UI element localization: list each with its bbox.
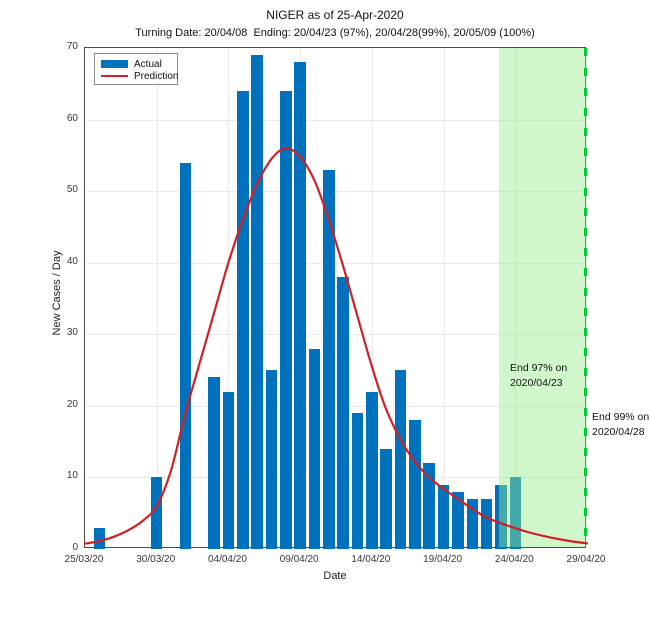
actual-bar-21-04-20 — [466, 498, 478, 549]
x-tick-09-04-20: 09/04/20 — [279, 554, 319, 565]
y-tick-0: 0 — [72, 542, 78, 553]
actual-bar-08-04-20 — [280, 90, 292, 549]
actual-bar-10-04-20 — [308, 348, 321, 549]
v-gridline-14-04-20 — [371, 48, 373, 547]
h-gridline-20 — [85, 405, 585, 407]
end99-dashed-line — [584, 48, 587, 547]
x-tick-24-04-20: 24/04/20 — [494, 554, 534, 565]
chart-title: NIGER as of 25-Apr-2020 — [266, 8, 404, 22]
actual-bar-06-04-20 — [251, 55, 263, 549]
y-tick-60: 60 — [66, 112, 78, 124]
actual-bar-11-04-20 — [323, 169, 335, 549]
h-gridline-50 — [85, 191, 585, 193]
x-tick-29-04-20: 29/04/20 — [566, 554, 606, 565]
h-gridline-30 — [85, 334, 585, 336]
x-tick-30-03-20: 30/03/20 — [136, 554, 176, 565]
v-gridline-24-04-20 — [515, 48, 517, 547]
actual-bar-04-04-20 — [222, 391, 235, 549]
actual-bar-01-04-20 — [179, 162, 192, 549]
y-tick-20: 20 — [66, 398, 78, 410]
actual-bar-15-04-20 — [380, 448, 392, 549]
v-gridline-30-03-20 — [156, 48, 158, 547]
h-gridline-10 — [85, 477, 585, 479]
legend-prediction-label: Prediction — [134, 70, 179, 82]
y-tick-70: 70 — [66, 41, 78, 52]
legend-actual-bar-swatch — [101, 60, 128, 68]
legend-item-actual: Actual — [101, 58, 177, 70]
annotation-end97-line1: End 97% on — [510, 362, 568, 374]
legend-prediction-line-swatch — [101, 75, 128, 77]
actual-bar-03-04-20 — [208, 377, 220, 549]
actual-bar-19-04-20 — [437, 484, 450, 549]
annotation-end99-line2: 2020/04/28 — [592, 426, 645, 438]
actual-bar-30-03-20 — [150, 477, 163, 549]
actual-bar-18-04-20 — [423, 463, 435, 549]
v-gridline-04-04-20 — [228, 48, 230, 547]
x-tick-25-03-20: 25/03/20 — [64, 554, 104, 565]
actual-bar-14-04-20 — [366, 391, 378, 549]
legend-actual-label: Actual — [134, 58, 162, 70]
actual-bar-20-04-20 — [452, 491, 464, 549]
y-tick-50: 50 — [66, 184, 78, 196]
chart-subtitle: Turning Date: 20/04/08 Ending: 20/04/23 … — [135, 27, 535, 39]
actual-bar-23-04-20 — [495, 484, 507, 549]
plot-area: End 97% on 2020/04/23 — [83, 47, 589, 549]
annotation-end97-line2: 2020/04/23 — [510, 377, 563, 389]
actual-bar-09-04-20 — [294, 62, 306, 549]
actual-bar-07-04-20 — [265, 370, 278, 549]
x-tick-19-04-20: 19/04/20 — [423, 554, 463, 565]
legend-item-prediction: Prediction — [101, 70, 179, 82]
legend: Actual Prediction — [94, 53, 178, 85]
h-gridline-60 — [85, 119, 585, 121]
annotation-end99: End 99% on 2020/04/28 — [592, 410, 649, 440]
actual-bar-12-04-20 — [337, 277, 349, 549]
annotation-end99-line1: End 99% on — [592, 411, 650, 423]
actual-bar-24-04-20 — [509, 477, 522, 549]
x-axis-label: Date — [323, 570, 347, 582]
actual-bar-13-04-20 — [351, 413, 364, 549]
prediction-curve — [83, 147, 589, 545]
x-tick-14-04-20: 14/04/20 — [351, 554, 391, 565]
annotation-end97: End 97% on 2020/04/23 — [510, 361, 567, 391]
actual-bar-26-03-20 — [93, 527, 106, 549]
actual-bar-16-04-20 — [394, 370, 407, 549]
y-tick-40: 40 — [66, 255, 78, 267]
actual-bar-22-04-20 — [480, 498, 493, 549]
y-tick-10: 10 — [66, 470, 78, 482]
x-tick-04-04-20: 04/04/20 — [207, 554, 247, 565]
actual-bar-05-04-20 — [237, 90, 249, 549]
h-gridline-40 — [85, 262, 585, 264]
actual-bar-17-04-20 — [409, 420, 421, 549]
v-gridline-19-04-20 — [443, 48, 445, 547]
prediction-curve-path — [83, 147, 589, 545]
end97-shaded-region — [498, 48, 587, 547]
y-tick-30: 30 — [66, 327, 78, 339]
